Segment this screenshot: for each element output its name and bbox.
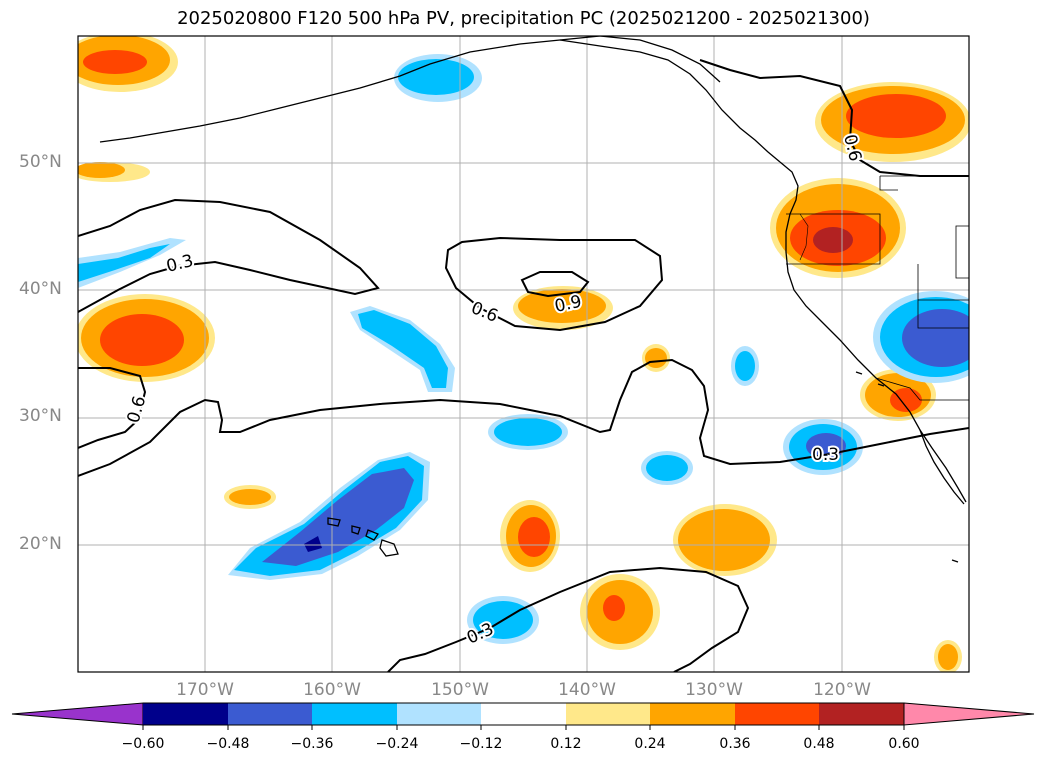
precip-pos-oregon (770, 178, 906, 278)
lon-label-130w: 130°W (685, 680, 743, 700)
colorbar-tick-9: 0.60 (888, 736, 920, 752)
precip-pos-socal (860, 369, 936, 421)
pv-contour-0.6-ring (444, 236, 664, 332)
colorbar-bin-1 (143, 703, 228, 725)
map-frame (77, 35, 970, 673)
colorbar-extend-high (903, 702, 1035, 726)
colorbar-tick-3: −0.24 (375, 736, 419, 752)
colorbar-extend-low (11, 702, 144, 726)
precip-pos-w50 (78, 162, 150, 182)
lon-label-170w: 170°W (176, 680, 234, 700)
colorbar-tick-1: −0.48 (206, 736, 250, 752)
colorbar-tick-7: 0.36 (719, 736, 751, 752)
colorbar-tick-2: −0.36 (290, 736, 334, 752)
map-plot-area: 0.3 0.6 0.9 0.6 0.6 0.3 0.3 (78, 36, 969, 672)
precip-neg-c34 (731, 346, 759, 386)
lon-label-160w: 160°W (303, 680, 361, 700)
lon-label-120w: 120°W (813, 680, 871, 700)
colorbar-bin-4 (397, 703, 481, 725)
colorbar-tick-8: 0.48 (803, 736, 835, 752)
lon-label-140w: 140°W (558, 680, 616, 700)
lat-label-40: 40°N (19, 279, 62, 299)
precip-pos-e21 (673, 504, 777, 576)
precip-neg-c28 (488, 414, 568, 450)
colorbar-tick-5: 0.12 (550, 736, 582, 752)
precip-pos-w37 (78, 294, 215, 382)
precip-neg-hawaii (228, 452, 430, 580)
pv-contour-0.3-south (387, 566, 750, 672)
colorbar-bin-3 (312, 703, 397, 725)
precip-pos-c35 (642, 344, 670, 372)
colorbar-bin-8 (735, 703, 819, 725)
precip-pos-c21 (500, 500, 560, 572)
colorbar-bin-6 (566, 703, 650, 725)
coastlines (99, 36, 969, 563)
lon-label-150w: 150°W (431, 680, 489, 700)
lat-label-30: 30°N (19, 406, 62, 426)
pv-contour-0.9-ring (520, 271, 590, 298)
colorbar-bin-9 (819, 703, 904, 725)
contour-label-5: 0.3 (812, 445, 839, 465)
precip-pos-c40 (513, 286, 613, 330)
map-gridlines (78, 36, 969, 672)
colorbar-tick-4: −0.12 (459, 736, 503, 752)
map-title: 2025020800 F120 500 hPa PV, precipitatio… (177, 8, 870, 29)
colorbar-bin-5 (481, 703, 566, 725)
precip-pos-w23 (224, 485, 276, 509)
pv-contour-0.6-central (78, 358, 969, 477)
colorbar-tick-0: −0.60 (121, 736, 165, 752)
precip-pos-c15 (580, 574, 660, 650)
contour-label-0: 0.3 (164, 251, 195, 277)
precip-neg-nevada (873, 291, 969, 383)
precip-neg-w43 (78, 238, 186, 288)
precip-pos-ne54 (815, 82, 969, 162)
pv-contour-0.6-west (78, 367, 147, 449)
pv-contour-0.6-ne (699, 59, 969, 177)
colorbar-bin-2 (228, 703, 312, 725)
lat-label-20: 20°N (19, 534, 62, 554)
pv-contour-0.3-north (78, 198, 380, 313)
colorbar-tick-6: 0.24 (634, 736, 666, 752)
precip-neg-c26 (641, 451, 693, 485)
colorbar-bin-7 (650, 703, 735, 725)
colorbar (11, 702, 1035, 730)
precip-pos-nw (78, 36, 178, 92)
precip-pos-mexico (934, 640, 962, 672)
lat-label-50: 50°N (19, 152, 62, 172)
precip-neg-c36 (350, 306, 455, 392)
pv-contours (78, 59, 969, 672)
precip-shading (78, 36, 969, 672)
